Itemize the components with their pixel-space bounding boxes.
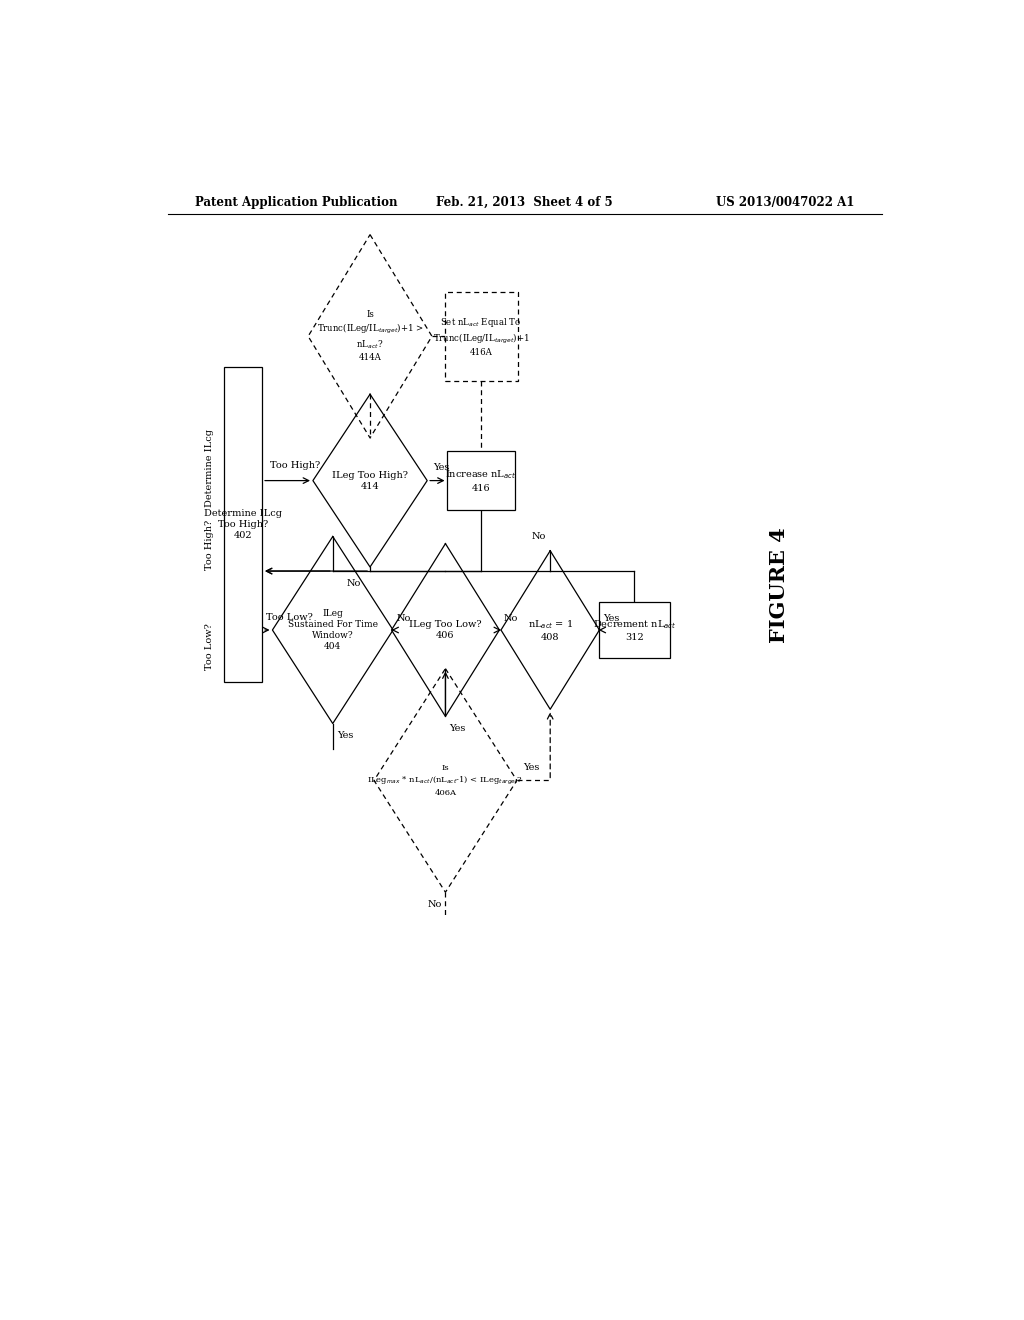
Text: Is
Trunc(ILeg/IL$_{target}$)+1 >
nL$_{act}$?
414A: Is Trunc(ILeg/IL$_{target}$)+1 > nL$_{ac… <box>316 310 424 363</box>
Text: US 2013/0047022 A1: US 2013/0047022 A1 <box>716 195 854 209</box>
Text: Yes: Yes <box>603 614 620 623</box>
Text: Too High?: Too High? <box>270 462 321 470</box>
Text: Decrement nL$_{act}$
312: Decrement nL$_{act}$ 312 <box>593 618 676 642</box>
Text: No: No <box>531 532 546 541</box>
Text: Too High?: Too High? <box>205 520 214 570</box>
Text: Too Low?: Too Low? <box>205 623 214 669</box>
Bar <box>599 602 670 657</box>
Text: Increase nL$_{act}$
416: Increase nL$_{act}$ 416 <box>445 469 517 492</box>
Text: Is
ILeg$_{max}$ * nL$_{act}$/(nL$_{act}$-1) < ILeg$_{target}$?
406A: Is ILeg$_{max}$ * nL$_{act}$/(nL$_{act}$… <box>368 764 523 796</box>
Text: Feb. 21, 2013  Sheet 4 of 5: Feb. 21, 2013 Sheet 4 of 5 <box>436 195 613 209</box>
Text: Yes: Yes <box>337 731 353 741</box>
Text: Determine ILcg
Too High?
402: Determine ILcg Too High? 402 <box>204 508 282 540</box>
Text: ILeg Too Low?
406: ILeg Too Low? 406 <box>410 620 481 640</box>
Text: nL$_{act}$ = 1
408: nL$_{act}$ = 1 408 <box>527 618 572 642</box>
Text: Set nL$_{act}$ Equal To
Trunc(ILeg/IL$_{target}$)+1
416A: Set nL$_{act}$ Equal To Trunc(ILeg/IL$_{… <box>433 315 529 356</box>
Bar <box>224 367 262 682</box>
Text: No: No <box>397 614 412 623</box>
Text: Yes: Yes <box>433 463 450 473</box>
Text: Patent Application Publication: Patent Application Publication <box>196 195 398 209</box>
Text: No: No <box>346 579 360 589</box>
Text: Yes: Yes <box>523 763 540 772</box>
Text: No: No <box>427 900 441 909</box>
Bar <box>447 451 515 510</box>
Text: FIGURE 4: FIGURE 4 <box>769 528 788 643</box>
Text: Determine ILcg: Determine ILcg <box>205 429 214 507</box>
Text: ILeg Too High?
414: ILeg Too High? 414 <box>332 470 408 491</box>
Text: Too Low?: Too Low? <box>266 612 313 622</box>
Text: ILeg
Sustained For Time
Window?
404: ILeg Sustained For Time Window? 404 <box>288 609 378 651</box>
Bar <box>444 292 518 381</box>
Text: Yes: Yes <box>450 725 466 733</box>
Text: No: No <box>504 614 518 623</box>
